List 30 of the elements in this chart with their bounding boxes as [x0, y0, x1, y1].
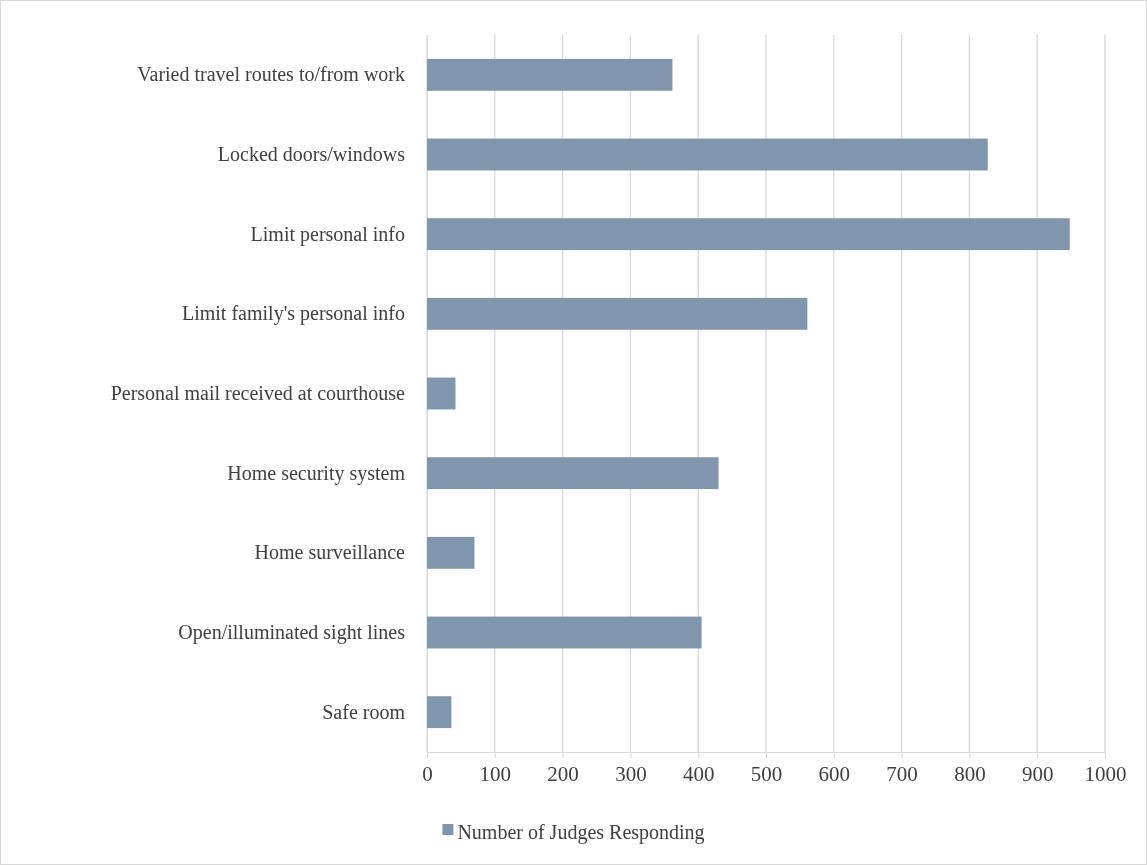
y-tick-label: Locked doors/windows	[217, 142, 406, 165]
bar	[427, 138, 988, 171]
y-tick-label: Home security system	[227, 461, 406, 485]
bar	[427, 297, 808, 330]
y-tick-label: Safe room	[322, 700, 406, 723]
x-tick-label: 600	[818, 761, 851, 786]
y-tick-label: Limit family's personal info	[181, 302, 405, 326]
y-tick-label: Personal mail received at courthouse	[110, 381, 406, 404]
x-tick-label: 300	[615, 761, 647, 786]
y-tick-label: Open/illuminated sight lines	[178, 620, 406, 644]
bar	[427, 58, 673, 91]
x-tick-label: 100	[479, 761, 512, 786]
bar	[427, 616, 702, 649]
bar	[427, 536, 475, 569]
bar	[427, 377, 456, 410]
x-tick-label: 200	[547, 761, 579, 786]
y-tick-label: Varied travel routes to/from work	[137, 63, 405, 86]
x-tick-label: 400	[682, 761, 715, 786]
y-tick-label: Home surveillance	[254, 541, 406, 564]
x-tick-label: 500	[750, 761, 783, 786]
x-tick-label: 0	[422, 761, 433, 786]
x-tick-label: 1000	[1084, 761, 1127, 786]
x-tick-label: 900	[1021, 761, 1054, 786]
y-tick-label: Limit personal info	[250, 222, 405, 246]
bar	[427, 457, 719, 490]
legend-label: Number of Judges Responding	[457, 821, 705, 844]
x-tick-label: 800	[954, 761, 986, 786]
x-tick-label: 700	[886, 761, 918, 786]
bar	[427, 218, 1070, 251]
bar	[427, 696, 452, 729]
